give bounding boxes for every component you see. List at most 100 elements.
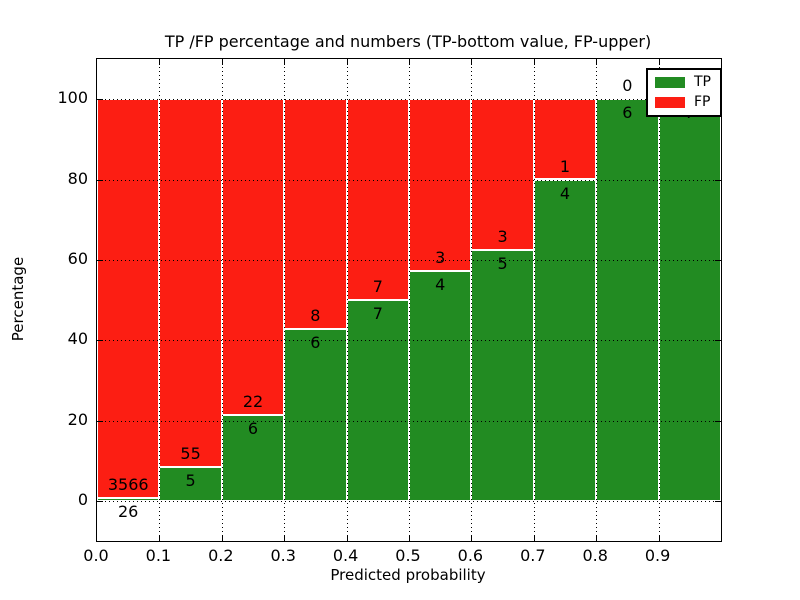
tp-bar-segment	[471, 249, 534, 501]
fp-swatch-icon	[655, 97, 685, 108]
fp-count-label: 7	[372, 277, 383, 296]
tp-bar-segment	[346, 300, 409, 501]
x-tick-label: 0.4	[332, 546, 359, 565]
y-tick-label: 40	[67, 329, 88, 349]
y-tick-mark	[97, 420, 103, 422]
fp-bar-segment	[284, 99, 347, 329]
tp-count-label: 7	[372, 304, 383, 323]
chart-title-line1: TP /FP percentage and numbers (TP-bottom…	[164, 32, 652, 51]
vertical-gridline	[471, 59, 473, 541]
tp-bar-segment	[97, 497, 160, 501]
tp-count-label: 4	[435, 275, 446, 295]
x-axis-label: Predicted probability	[330, 566, 486, 584]
fp-bar-segment	[346, 99, 409, 300]
x-tick-mark	[221, 59, 223, 65]
x-tick-mark	[409, 535, 410, 541]
x-tick-mark	[409, 59, 410, 65]
tp-bar-segment	[284, 328, 347, 501]
y-tick-label: 20	[67, 409, 88, 429]
fp-count-label: 8	[310, 305, 321, 325]
tp-count-label: 6	[310, 332, 321, 352]
horizontal-gridline	[97, 340, 721, 342]
x-tick-label: 0.0	[83, 546, 109, 565]
x-tick-label: 0.5	[395, 546, 421, 565]
vertical-gridline	[159, 59, 161, 541]
x-tick-mark	[284, 535, 286, 541]
horizontal-gridline	[97, 259, 721, 261]
fp-count-label: 22	[242, 391, 264, 411]
tp-bar-segment	[596, 99, 659, 501]
legend-item-fp: FP	[655, 95, 711, 110]
x-tick-label: 0.1	[145, 546, 172, 565]
fp-bar-segment	[409, 99, 472, 272]
vertical-gridline	[221, 59, 223, 541]
y-tick-label: 100	[57, 88, 88, 108]
fp-bar-segment	[533, 99, 597, 180]
x-tick-mark	[658, 59, 660, 65]
y-tick-mark	[97, 99, 103, 101]
fp-count-label: 55	[180, 444, 201, 464]
fp-count-label: 3566	[107, 474, 149, 494]
x-tick-label: 0.3	[270, 546, 296, 565]
vertical-gridline	[596, 59, 598, 541]
x-tick-mark	[471, 59, 473, 65]
x-tick-label: 0.9	[644, 546, 671, 565]
tp-count-label: 5	[497, 253, 508, 273]
fp-bar-segment	[97, 99, 160, 498]
y-tick-mark	[715, 420, 721, 422]
y-tick-mark	[97, 179, 103, 181]
y-tick-mark	[97, 259, 103, 261]
x-tick-mark	[346, 535, 348, 541]
x-tick-label: 0.2	[208, 546, 234, 565]
horizontal-gridline	[97, 420, 721, 422]
vertical-gridline	[284, 59, 286, 541]
fp-count-label: 3	[497, 226, 508, 246]
x-tick-mark	[284, 59, 286, 65]
plot-area: 3566265552268677343514067 TP FP	[96, 58, 722, 542]
x-tick-mark	[596, 59, 598, 65]
x-tick-mark	[346, 59, 348, 65]
x-tick-mark	[533, 535, 535, 541]
y-tick-mark	[715, 500, 721, 502]
y-tick-mark	[715, 340, 721, 342]
fp-bar-segment	[221, 99, 285, 415]
tp-count-label: 5	[185, 471, 196, 491]
tp-swatch-icon	[655, 77, 685, 88]
x-tick-mark	[159, 535, 161, 541]
x-tick-mark	[471, 535, 473, 541]
x-tick-mark	[658, 535, 660, 541]
legend: TP FP	[646, 68, 722, 117]
fp-bar-segment	[159, 99, 222, 468]
tp-bar-segment	[409, 271, 472, 501]
tp-count-label: 6	[622, 103, 633, 123]
x-tick-label: 0.6	[457, 546, 484, 565]
tp-count-label: 4	[559, 183, 571, 203]
tp-bar-segment	[658, 99, 721, 501]
horizontal-gridline	[97, 500, 721, 502]
x-tick-mark	[533, 59, 535, 65]
x-tick-mark	[159, 59, 161, 65]
y-tick-mark	[97, 340, 103, 342]
y-tick-label: 0	[77, 489, 88, 509]
legend-item-tp: TP	[655, 75, 711, 90]
y-tick-mark	[715, 179, 721, 181]
tp-count-label: 26	[118, 501, 139, 521]
horizontal-gridline	[97, 99, 721, 101]
fp-count-label: 0	[622, 76, 633, 96]
x-tick-mark	[596, 535, 598, 541]
y-tick-mark	[97, 500, 103, 502]
legend-label-fp: FP	[694, 94, 711, 110]
tp-count-label: 6	[247, 418, 259, 438]
vertical-gridline	[346, 59, 348, 541]
legend-label-tp: TP	[694, 74, 711, 90]
horizontal-gridline	[97, 179, 721, 181]
x-tick-label: 0.7	[520, 546, 546, 565]
y-axis-label: Percentage	[9, 256, 27, 342]
y-tick-label: 80	[67, 168, 88, 188]
y-tick-label: 60	[67, 248, 88, 268]
vertical-gridline	[533, 59, 535, 541]
vertical-gridline	[409, 59, 410, 541]
x-tick-mark	[221, 535, 223, 541]
fp-count-label: 3	[435, 248, 446, 268]
